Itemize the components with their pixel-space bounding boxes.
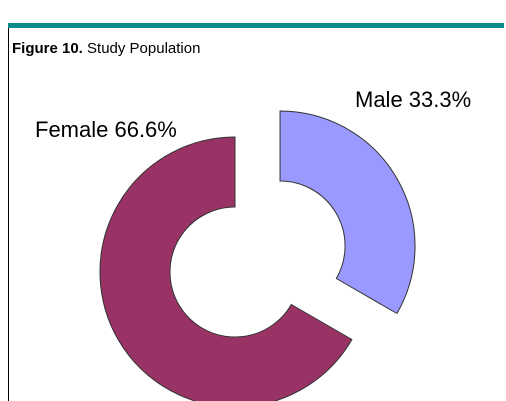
header-accent-bar xyxy=(8,23,504,28)
left-border-rule xyxy=(8,28,9,401)
slice-labels: Male 33.3% Female 66.6% xyxy=(35,87,471,142)
donut-slices xyxy=(99,110,416,401)
slice-female xyxy=(99,136,353,401)
figure-title: Study Population xyxy=(87,40,201,57)
slice-label-male: Male 33.3% xyxy=(355,87,471,112)
slice-male xyxy=(279,110,416,315)
figure-label: Figure 10. xyxy=(12,40,83,57)
figure-caption: Figure 10. Study Population xyxy=(12,40,200,57)
slice-label-female: Female 66.6% xyxy=(35,117,177,142)
